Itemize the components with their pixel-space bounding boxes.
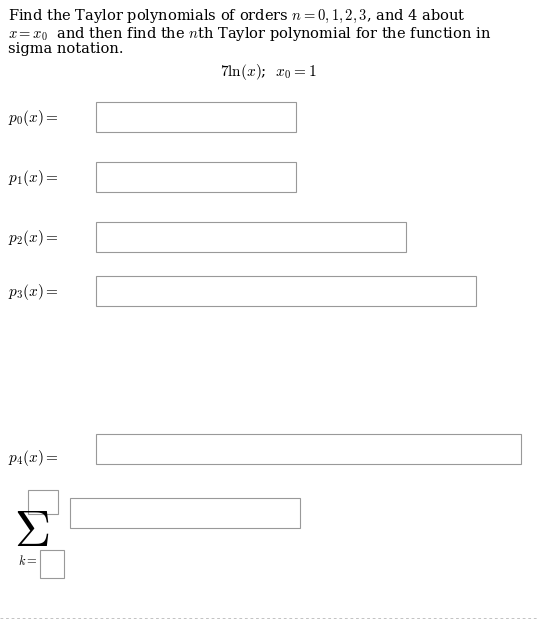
- FancyBboxPatch shape: [96, 276, 476, 306]
- FancyBboxPatch shape: [28, 490, 58, 514]
- Text: $p_3(x) =$: $p_3(x) =$: [8, 282, 59, 302]
- Text: sigma notation.: sigma notation.: [8, 42, 124, 56]
- Text: $\Sigma$: $\Sigma$: [14, 508, 49, 557]
- Text: $p_1(x) =$: $p_1(x) =$: [8, 168, 59, 188]
- Text: $x = x_0$  and then find the $n$th Taylor polynomial for the function in: $x = x_0$ and then find the $n$th Taylor…: [8, 25, 491, 43]
- Text: $k =$: $k =$: [18, 554, 38, 568]
- FancyBboxPatch shape: [96, 162, 296, 192]
- Text: $p_0(x) =$: $p_0(x) =$: [8, 108, 59, 128]
- Text: $p_4(x) =$: $p_4(x) =$: [8, 448, 59, 468]
- Text: $p_2(x) =$: $p_2(x) =$: [8, 228, 59, 248]
- FancyBboxPatch shape: [70, 498, 300, 528]
- FancyBboxPatch shape: [96, 102, 296, 132]
- FancyBboxPatch shape: [96, 222, 406, 252]
- FancyBboxPatch shape: [96, 434, 521, 464]
- Text: $7 \ln(x)$;  $x_0 = 1$: $7 \ln(x)$; $x_0 = 1$: [220, 62, 316, 82]
- FancyBboxPatch shape: [40, 550, 64, 578]
- Text: Find the Taylor polynomials of orders $n = 0, 1, 2, 3$, and 4 about: Find the Taylor polynomials of orders $n…: [8, 8, 466, 25]
